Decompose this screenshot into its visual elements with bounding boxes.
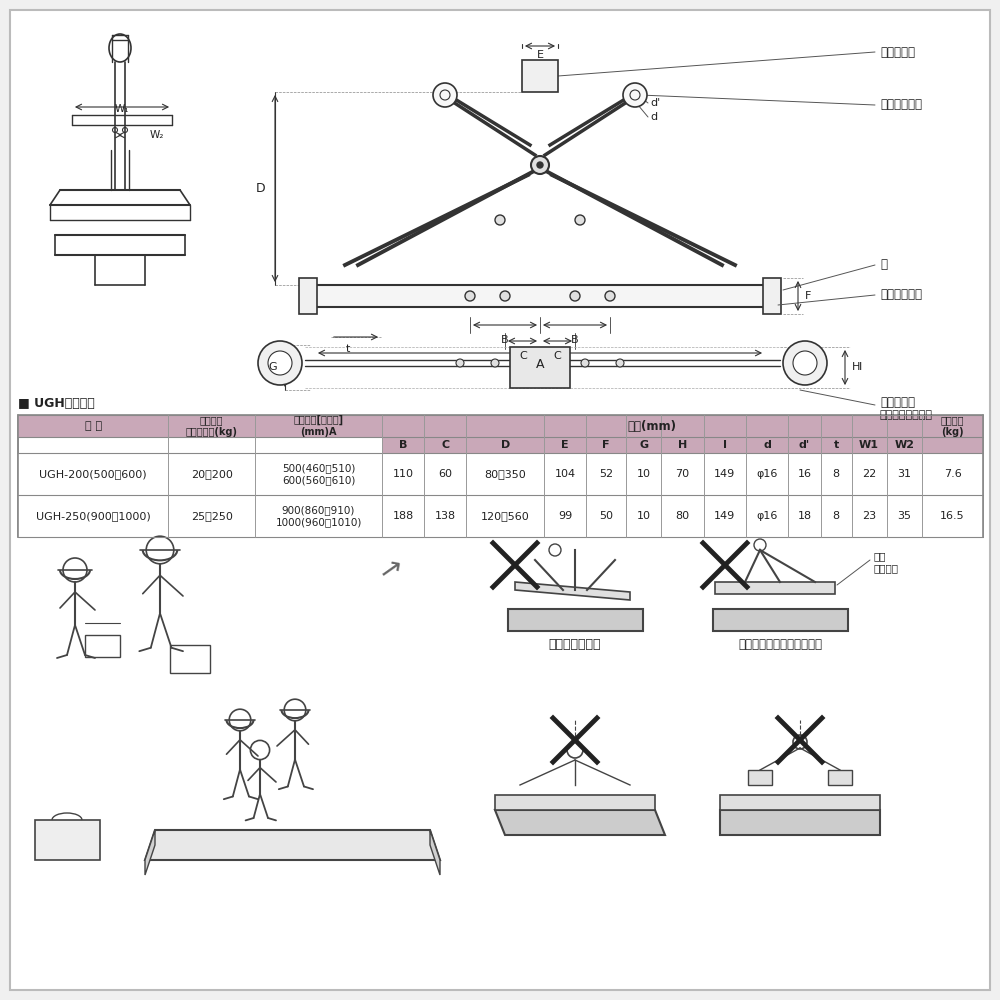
Bar — [18, 495, 983, 537]
Text: 10: 10 — [637, 511, 651, 521]
Text: アーム取っ手: アーム取っ手 — [880, 288, 922, 302]
Polygon shape — [145, 830, 440, 860]
Text: 120～560: 120～560 — [481, 511, 530, 521]
Text: 爪: 爪 — [880, 258, 887, 271]
Text: 500(460～510)
600(560～610): 500(460～510) 600(560～610) — [282, 463, 355, 485]
Polygon shape — [495, 810, 665, 835]
Circle shape — [456, 359, 464, 367]
Text: 70: 70 — [675, 469, 690, 479]
Circle shape — [537, 162, 543, 168]
Text: I: I — [859, 362, 862, 372]
Text: 8: 8 — [833, 469, 840, 479]
Text: d': d' — [650, 98, 660, 108]
Text: 35: 35 — [897, 511, 911, 521]
Text: アームピン: アームピン — [880, 395, 915, 408]
Text: （開口調整ピン）: （開口調整ピン） — [880, 410, 933, 420]
Bar — [315, 285, 765, 307]
Text: 25～250: 25～250 — [191, 511, 233, 521]
Text: W1: W1 — [859, 440, 879, 450]
Text: B: B — [501, 335, 509, 345]
Bar — [763, 278, 781, 314]
Circle shape — [491, 359, 499, 367]
Circle shape — [616, 359, 624, 367]
Text: 23: 23 — [862, 511, 876, 521]
Text: B: B — [399, 440, 407, 450]
Text: d: d — [763, 440, 771, 450]
Text: 50: 50 — [599, 511, 613, 521]
Text: 隙間
あき過ぎ: 隙間 あき過ぎ — [873, 551, 898, 573]
Circle shape — [605, 291, 615, 301]
Bar — [510, 347, 570, 388]
Bar — [922, 437, 983, 453]
Text: I: I — [723, 440, 727, 450]
Text: 80～350: 80～350 — [484, 469, 526, 479]
Polygon shape — [515, 582, 630, 600]
Bar — [18, 415, 983, 537]
Text: A: A — [536, 359, 544, 371]
Text: 16: 16 — [798, 469, 812, 479]
Text: アーム取っ手: アーム取っ手 — [880, 99, 922, 111]
Text: 先端で吹荷をつかまない。: 先端で吹荷をつかまない。 — [738, 639, 822, 652]
Polygon shape — [508, 609, 642, 631]
Text: D: D — [255, 182, 265, 195]
Text: 22: 22 — [862, 469, 876, 479]
Circle shape — [531, 156, 549, 174]
Bar — [382, 437, 922, 453]
Circle shape — [268, 351, 292, 375]
Text: 149: 149 — [714, 511, 735, 521]
Text: H: H — [852, 362, 860, 372]
Text: D: D — [501, 440, 510, 450]
Text: 寸法(mm): 寸法(mm) — [627, 420, 676, 432]
Polygon shape — [145, 830, 155, 875]
Circle shape — [570, 291, 580, 301]
Text: 型 式: 型 式 — [85, 421, 102, 431]
Text: 8: 8 — [833, 511, 840, 521]
Circle shape — [793, 351, 817, 375]
Text: 製品質量
(kg): 製品質量 (kg) — [941, 415, 964, 437]
Text: 80: 80 — [675, 511, 690, 521]
Text: 7.6: 7.6 — [944, 469, 961, 479]
Bar — [35, 820, 100, 860]
Text: 138: 138 — [435, 511, 456, 521]
Text: C: C — [553, 351, 561, 361]
Text: ■ UGH型寸法表: ■ UGH型寸法表 — [18, 397, 95, 410]
Bar — [85, 635, 120, 657]
Bar — [170, 645, 210, 673]
Text: 99: 99 — [558, 511, 572, 521]
Text: 52: 52 — [599, 469, 613, 479]
Text: E: E — [561, 440, 569, 450]
Text: t: t — [346, 344, 350, 354]
Text: H: H — [678, 440, 687, 450]
Circle shape — [258, 341, 302, 385]
Polygon shape — [715, 582, 835, 594]
Circle shape — [500, 291, 510, 301]
Text: 16.5: 16.5 — [940, 511, 965, 521]
Text: G: G — [268, 362, 277, 372]
Text: φ16: φ16 — [756, 469, 778, 479]
Bar — [299, 278, 317, 314]
Text: 188: 188 — [392, 511, 414, 521]
Circle shape — [623, 83, 647, 107]
Text: 中央取っ手: 中央取っ手 — [880, 45, 915, 58]
Text: d': d' — [799, 440, 810, 450]
Text: B: B — [571, 335, 579, 345]
Polygon shape — [720, 795, 880, 810]
Text: W2: W2 — [894, 440, 914, 450]
Text: E: E — [536, 50, 544, 60]
Text: 900(860～910)
1000(960～1010): 900(860～910) 1000(960～1010) — [275, 505, 362, 527]
Text: 110: 110 — [393, 469, 414, 479]
Polygon shape — [712, 609, 848, 631]
Text: d: d — [650, 112, 657, 122]
Text: 20～200: 20～200 — [191, 469, 233, 479]
Text: 有効板厚[つり幅]
(mm)A: 有効板厚[つり幅] (mm)A — [293, 415, 344, 437]
Text: φ16: φ16 — [756, 511, 778, 521]
Text: C: C — [441, 440, 449, 450]
Text: 60: 60 — [438, 469, 452, 479]
Text: 片荷にならない: 片荷にならない — [549, 639, 601, 652]
Text: 18: 18 — [797, 511, 812, 521]
Bar — [18, 415, 983, 437]
Circle shape — [783, 341, 827, 385]
Circle shape — [495, 215, 505, 225]
Bar — [828, 770, 852, 785]
Text: W₁: W₁ — [115, 104, 129, 114]
